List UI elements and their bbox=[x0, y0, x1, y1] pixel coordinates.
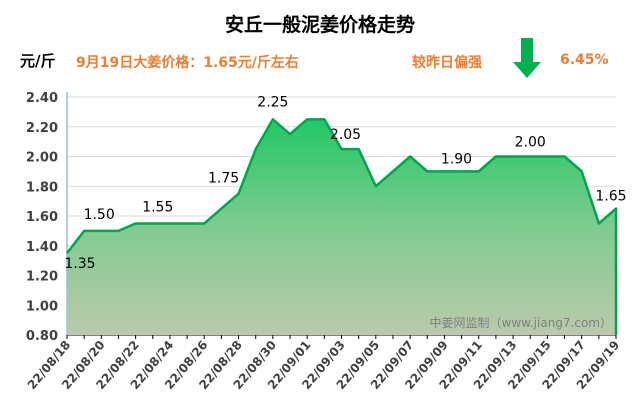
trend-arrow-down-icon bbox=[513, 38, 541, 78]
compare-label: 较昨日偏强 bbox=[412, 55, 482, 71]
y-tick-label: 1.00 bbox=[26, 299, 58, 314]
y-tick-label: 0.80 bbox=[26, 329, 58, 344]
data-label: 1.75 bbox=[208, 171, 239, 187]
y-tick-label: 1.20 bbox=[26, 270, 58, 285]
chart-title: 安丘一般泥姜价格走势 bbox=[224, 14, 415, 36]
data-label: 1.90 bbox=[441, 151, 472, 167]
unit-label: 元/斤 bbox=[20, 52, 56, 70]
y-tick-label: 1.40 bbox=[26, 240, 58, 255]
data-label: 1.50 bbox=[84, 207, 115, 223]
change-percent: 6.45% bbox=[560, 52, 609, 68]
data-label: 1.35 bbox=[64, 256, 95, 272]
area-fill bbox=[67, 119, 616, 335]
data-label: 2.05 bbox=[330, 127, 361, 143]
data-label: 1.55 bbox=[142, 199, 173, 215]
y-tick-label: 1.80 bbox=[26, 180, 58, 195]
y-tick-label: 1.60 bbox=[26, 210, 58, 225]
watermark: 中姜网监制（www.jiang7.com） bbox=[430, 315, 612, 330]
y-tick-label: 2.20 bbox=[26, 121, 58, 136]
data-label: 1.65 bbox=[595, 189, 626, 205]
data-label: 2.25 bbox=[257, 94, 288, 110]
data-label: 2.00 bbox=[515, 135, 546, 151]
series-line bbox=[66, 118, 618, 335]
y-tick-label: 2.40 bbox=[26, 91, 58, 106]
price-note: 9月19日大姜价格：1.65元/斤左右 bbox=[76, 55, 299, 71]
y-tick-label: 2.00 bbox=[26, 151, 58, 166]
